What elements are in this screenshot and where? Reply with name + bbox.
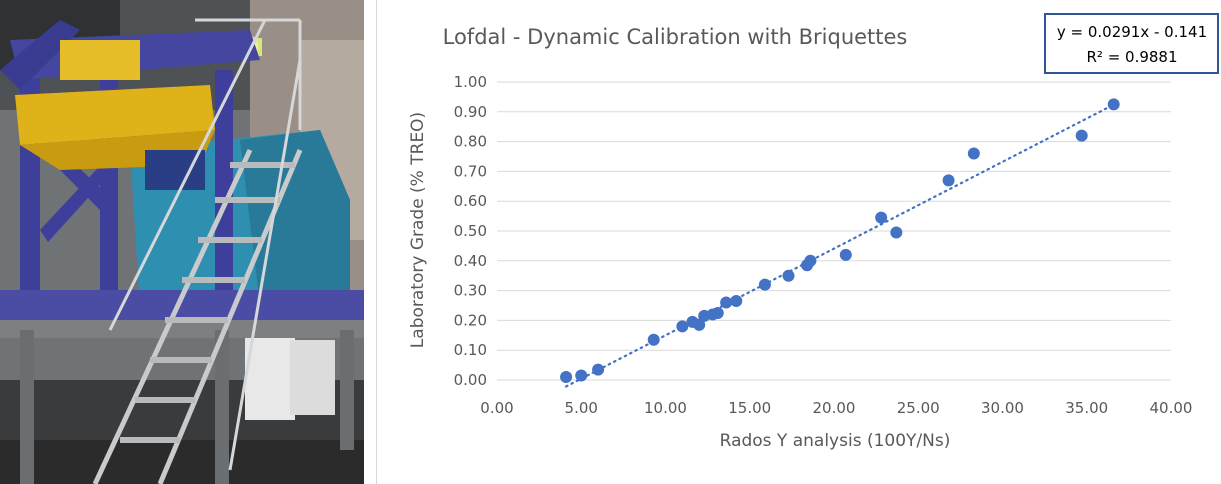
y-tick-label: 0.30 [454, 282, 487, 300]
trendline-equation: y = 0.0291x - 0.141 [1057, 23, 1207, 41]
linear-trendline [564, 103, 1115, 388]
scatter-chart: Lofdal - Dynamic Calibration with Brique… [408, 13, 1219, 451]
y-axis-ticks: 0.00 0.10 0.20 0.30 0.40 0.50 0.60 0.70 0.80 0.90… [454, 73, 487, 389]
x-tick-label: 10.00 [644, 399, 687, 417]
data-point [967, 147, 980, 160]
data-point [693, 318, 706, 331]
y-tick-label: 0.40 [454, 252, 487, 270]
data-point [676, 320, 689, 333]
y-tick-label: 0.50 [454, 222, 487, 240]
y-tick-label: 0.80 [454, 133, 487, 151]
data-point [711, 306, 724, 319]
x-tick-label: 15.00 [728, 399, 771, 417]
data-point [1107, 98, 1120, 111]
y-tick-label: 0.90 [454, 103, 487, 121]
data-point [1075, 129, 1088, 142]
data-point [782, 269, 795, 282]
x-tick-label: 20.00 [813, 399, 856, 417]
data-point [592, 363, 605, 376]
y-tick-label: 0.00 [454, 371, 487, 389]
data-point [942, 174, 955, 187]
x-tick-label: 0.00 [480, 399, 513, 417]
data-point [647, 333, 660, 346]
data-point [839, 248, 852, 261]
equipment-photo-illustration [0, 0, 364, 484]
y-tick-label: 0.10 [454, 341, 487, 359]
gridlines [497, 81, 1171, 381]
y-tick-label: 0.60 [454, 192, 487, 210]
data-point [575, 369, 588, 382]
data-point [804, 254, 817, 267]
x-axis-ticks: 0.00 5.00 10.00 15.00 20.00 25.00 30.00 35.00 40… [480, 399, 1192, 417]
x-tick-label: 40.00 [1150, 399, 1193, 417]
y-tick-label: 1.00 [454, 73, 487, 91]
data-points [560, 98, 1120, 384]
data-point [875, 211, 888, 224]
trendline-r-squared: R² = 0.9881 [1086, 48, 1177, 66]
trendline-equation-box: y = 0.0291x - 0.141 R² = 0.9881 [1044, 13, 1219, 74]
x-tick-label: 25.00 [897, 399, 940, 417]
data-point [730, 295, 743, 308]
equipment-photo [0, 0, 364, 484]
data-point [890, 226, 903, 239]
x-axis-title: Rados Y analysis (100Y/Ns) [720, 431, 951, 451]
data-point [720, 296, 733, 309]
y-tick-label: 0.20 [454, 311, 487, 329]
y-tick-label: 0.70 [454, 162, 487, 180]
x-tick-label: 5.00 [565, 399, 598, 417]
x-tick-label: 30.00 [981, 399, 1024, 417]
chart-panel: Lofdal - Dynamic Calibration with Brique… [376, 0, 1221, 484]
y-axis-title: Laboratory Grade (% TREO) [408, 112, 428, 348]
data-point [560, 371, 573, 384]
chart-title: Lofdal - Dynamic Calibration with Brique… [443, 25, 908, 49]
x-tick-label: 35.00 [1065, 399, 1108, 417]
data-point [758, 278, 771, 291]
